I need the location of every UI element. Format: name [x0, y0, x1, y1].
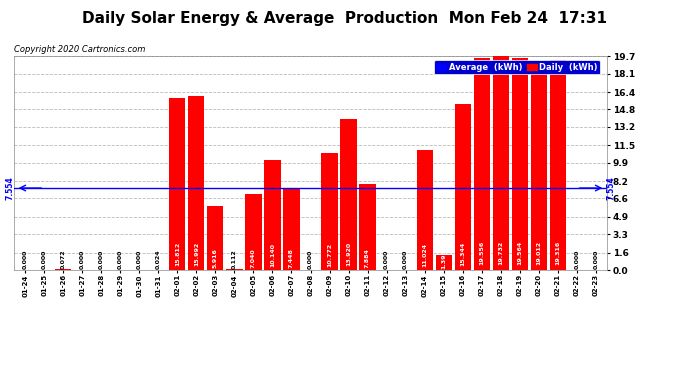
Text: 19.556: 19.556	[479, 241, 484, 265]
Text: 7.448: 7.448	[289, 248, 294, 268]
Bar	[511, 58, 528, 270]
Text: 0.000: 0.000	[308, 250, 313, 270]
Text: 19.564: 19.564	[518, 241, 522, 265]
Text: 0.072: 0.072	[61, 250, 66, 270]
Bar	[188, 96, 204, 270]
Text: 11.024: 11.024	[422, 243, 427, 267]
Text: 19.732: 19.732	[498, 241, 503, 265]
Bar	[340, 119, 357, 270]
Text: 7.884: 7.884	[365, 248, 370, 268]
Text: 0.000: 0.000	[118, 250, 123, 270]
Bar	[531, 64, 546, 270]
Text: 19.012: 19.012	[536, 241, 541, 266]
Bar	[359, 184, 375, 270]
Text: 10.772: 10.772	[327, 243, 332, 267]
Text: 0.000: 0.000	[41, 250, 47, 270]
Text: 15.344: 15.344	[460, 242, 465, 266]
Text: Daily Solar Energy & Average  Production  Mon Feb 24  17:31: Daily Solar Energy & Average Production …	[83, 11, 607, 26]
Bar	[55, 269, 71, 270]
Text: 15.812: 15.812	[175, 242, 180, 266]
Bar	[284, 189, 299, 270]
Bar	[322, 153, 337, 270]
Bar	[550, 60, 566, 270]
Text: 0.000: 0.000	[23, 250, 28, 270]
Text: 19.316: 19.316	[555, 241, 560, 265]
Text: 7.040: 7.040	[251, 248, 256, 268]
Text: 1.396: 1.396	[441, 249, 446, 269]
Bar	[455, 104, 471, 270]
Bar	[207, 206, 224, 270]
Bar	[417, 150, 433, 270]
Bar	[435, 255, 452, 270]
Bar	[246, 194, 262, 270]
Text: 5.916: 5.916	[213, 248, 218, 268]
Text: 0.112: 0.112	[232, 250, 237, 270]
Bar	[169, 98, 186, 270]
Text: 0.000: 0.000	[137, 250, 142, 270]
Text: 0.000: 0.000	[384, 250, 389, 270]
Text: 0.000: 0.000	[593, 250, 598, 270]
Text: 7.554: 7.554	[6, 176, 14, 200]
Text: 10.140: 10.140	[270, 243, 275, 267]
Bar	[473, 58, 490, 270]
Text: Copyright 2020 Cartronics.com: Copyright 2020 Cartronics.com	[14, 45, 145, 54]
Text: 0.024: 0.024	[156, 250, 161, 270]
Text: 0.000: 0.000	[403, 250, 408, 270]
Text: 0.000: 0.000	[80, 250, 85, 270]
Text: 0.000: 0.000	[574, 250, 580, 270]
Text: 7.554: 7.554	[607, 176, 615, 200]
Legend: Average  (kWh), Daily  (kWh): Average (kWh), Daily (kWh)	[434, 60, 600, 74]
Bar	[226, 269, 242, 270]
Text: 0.000: 0.000	[99, 250, 103, 270]
Text: 13.920: 13.920	[346, 242, 351, 266]
Bar	[264, 160, 281, 270]
Bar	[493, 56, 509, 270]
Text: 15.992: 15.992	[194, 242, 199, 266]
